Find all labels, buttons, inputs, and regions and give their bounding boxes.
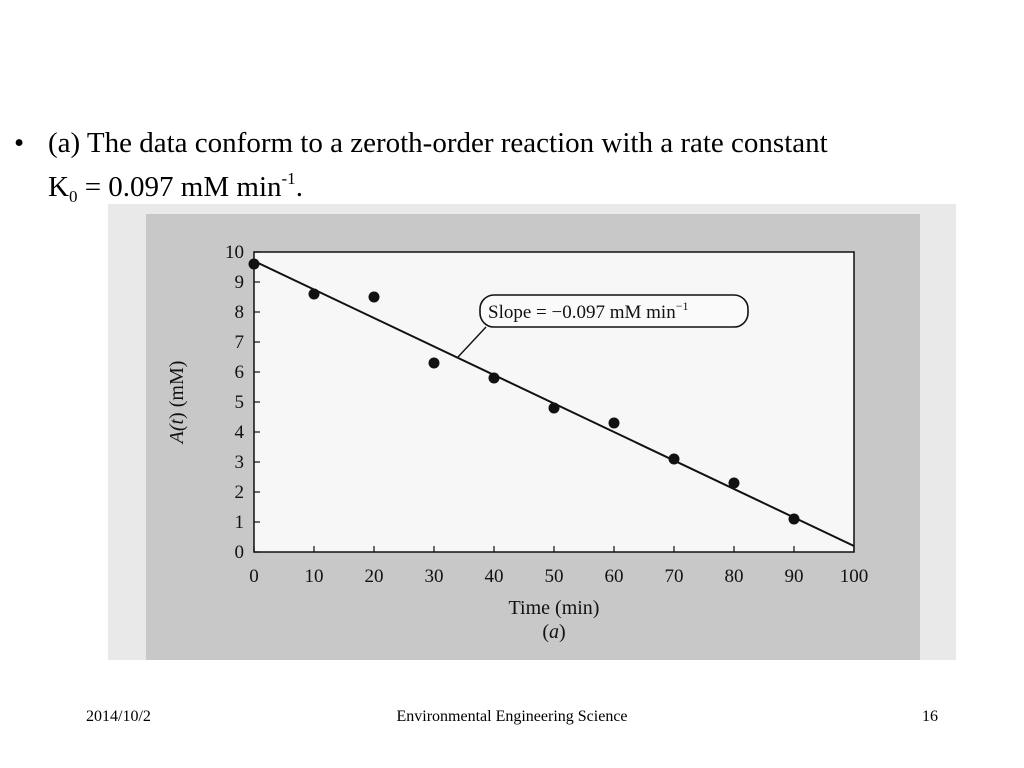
footer-title: Environmental Engineering Science — [396, 708, 628, 725]
rate-constant-symbol: K — [48, 171, 69, 203]
x-tick-label: 50 — [545, 566, 564, 587]
data-point — [668, 453, 680, 465]
chart-figure: 0 10 20 30 40 50 60 70 80 90 100 0 1 2 3 4 5 6 7 8 9 10 Slope… — [108, 204, 956, 660]
bullet-text: (a) The data conform to a zeroth-order r… — [48, 126, 998, 214]
y-tick-label: 8 — [235, 302, 245, 323]
bullet-text-line-1: (a) The data conform to a zeroth-order r… — [48, 127, 828, 159]
data-point — [548, 402, 560, 414]
figure-caption: (a) — [542, 621, 565, 643]
x-tick-label: 100 — [840, 566, 869, 587]
data-point — [308, 288, 320, 300]
annotation-text: Slope = −0.097 mM min−1 — [488, 299, 688, 323]
x-tick-label: 30 — [425, 566, 444, 587]
rate-constant-exponent: -1 — [281, 169, 296, 188]
x-tick-label: 90 — [785, 566, 804, 587]
x-tick-label: 10 — [305, 566, 324, 587]
annotation-layer: Slope = −0.097 mM min−1 — [457, 294, 749, 358]
rate-constant-subscript: 0 — [68, 187, 78, 206]
x-tick-label: 80 — [725, 566, 744, 587]
y-tick-label: 9 — [235, 272, 245, 293]
data-point — [608, 417, 620, 429]
y-axis-label: A(t) (mM) — [166, 361, 188, 446]
bullet-symbol: • — [14, 127, 25, 159]
footer-page-number: 16 — [922, 708, 938, 725]
x-tick-label: 40 — [485, 566, 504, 587]
y-tick-label: 0 — [235, 542, 245, 563]
y-axis-label-prefix: A( — [166, 423, 188, 445]
y-tick-label: 10 — [225, 242, 244, 263]
y-tick-label: 3 — [235, 452, 245, 473]
y-axis-label-suffix: ) (mM) — [166, 361, 188, 419]
data-point — [248, 258, 260, 270]
chart-svg: 0 10 20 30 40 50 60 70 80 90 100 0 1 2 3 4 5 6 7 8 9 10 Slope… — [146, 214, 920, 660]
figure-caption-letter: a — [549, 621, 559, 643]
x-tick-label: 20 — [365, 566, 384, 587]
x-axis-label: Time (min) — [509, 597, 600, 619]
footer-date: 2014/10/2 — [86, 708, 151, 725]
figure-caption-open: ( — [542, 621, 549, 643]
y-tick-label: 1 — [235, 512, 245, 533]
data-point — [488, 372, 500, 384]
data-point — [788, 513, 800, 525]
x-tick-label: 60 — [605, 566, 624, 587]
ticks-layer: 0 10 20 30 40 50 60 70 80 90 100 0 1 2 3 4 5 6 7 8 9 10 — [225, 242, 868, 587]
y-tick-label: 2 — [235, 482, 245, 503]
rate-constant-value: = 0.097 mM min — [77, 171, 282, 203]
y-tick-label: 7 — [235, 332, 245, 353]
y-axis-label-variable: t — [166, 419, 188, 425]
bullet-period: . — [295, 171, 303, 203]
figure-caption-close: ) — [559, 621, 566, 643]
annotation-exponent: −1 — [676, 299, 689, 313]
data-point — [728, 477, 740, 489]
data-point — [428, 357, 440, 369]
y-tick-label: 5 — [235, 392, 245, 413]
annotation-label: Slope = −0.097 mM min — [488, 302, 676, 323]
x-tick-label: 70 — [665, 566, 684, 587]
annotation-box — [479, 294, 749, 328]
data-point — [368, 291, 380, 303]
points-layer — [248, 258, 800, 525]
y-tick-label: 6 — [235, 362, 245, 383]
x-tick-label: 0 — [249, 566, 259, 587]
y-tick-label: 4 — [235, 422, 245, 443]
annotation-pointer — [457, 326, 487, 358]
